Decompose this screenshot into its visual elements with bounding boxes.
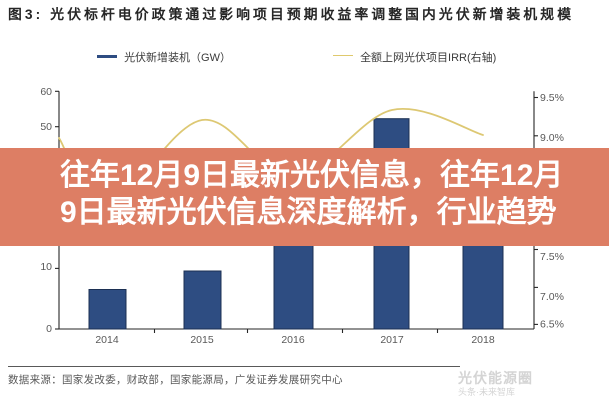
svg-text:2016: 2016 <box>281 334 305 346</box>
svg-text:9.5%: 9.5% <box>540 92 564 104</box>
svg-text:2017: 2017 <box>380 334 404 346</box>
svg-text:60: 60 <box>40 86 52 98</box>
svg-text:2018: 2018 <box>471 334 495 346</box>
svg-text:2014: 2014 <box>95 334 119 346</box>
svg-text:7.0%: 7.0% <box>540 291 564 303</box>
svg-text:6.5%: 6.5% <box>540 319 564 331</box>
svg-text:0: 0 <box>46 323 52 335</box>
svg-text:7.5%: 7.5% <box>540 251 564 263</box>
svg-text:9.0%: 9.0% <box>540 132 564 144</box>
svg-text:10: 10 <box>40 261 52 273</box>
svg-text:50: 50 <box>40 121 52 133</box>
svg-text:2015: 2015 <box>190 334 214 346</box>
